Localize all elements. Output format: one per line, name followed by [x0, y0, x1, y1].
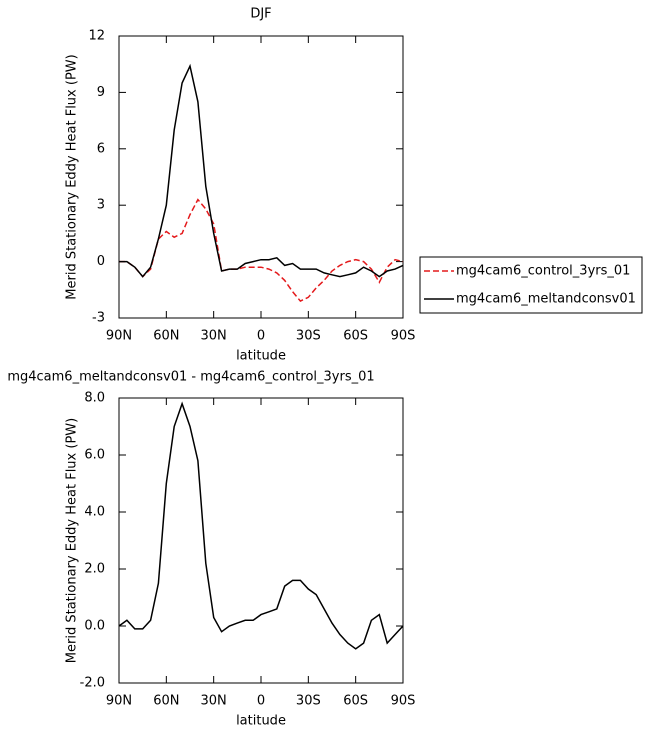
x-axis-label: latitude	[236, 349, 286, 364]
y-tick-label: 3	[97, 198, 105, 213]
x-tick-label: 30S	[296, 329, 321, 344]
x-tick-label: 90S	[391, 694, 416, 709]
x-tick-label: 90S	[391, 329, 416, 344]
legend-label: mg4cam6_meltandconsv01	[456, 292, 636, 307]
chart-title: DJF	[250, 7, 271, 22]
legend-label: mg4cam6_control_3yrs_01	[456, 264, 630, 279]
legend-box	[419, 256, 643, 314]
plot-frame	[118, 35, 404, 319]
data-line	[119, 63, 404, 278]
x-tick-label: 30N	[201, 329, 227, 344]
y-tick-label: 0.0	[84, 619, 105, 634]
x-tick-label: 30N	[201, 694, 227, 709]
x-axis-label: latitude	[236, 714, 286, 729]
x-tick-label: 30S	[296, 694, 321, 709]
y-tick-label: -2.0	[80, 676, 105, 691]
y-tick-label: 4.0	[84, 505, 105, 520]
data-line	[119, 198, 404, 303]
chart-title: mg4cam6_meltandconsv01 - mg4cam6_control…	[7, 370, 374, 385]
y-axis-label: Merid Stationary Eddy Heat Flux (PW)	[65, 54, 80, 299]
x-tick-label: 90N	[106, 694, 132, 709]
x-tick-label: 0	[257, 329, 265, 344]
x-tick-label: 90N	[106, 329, 132, 344]
x-tick-label: 60S	[343, 694, 368, 709]
y-tick-label: 9	[97, 85, 105, 100]
y-tick-label: 12	[88, 29, 105, 44]
y-axis-label: Merid Stationary Eddy Heat Flux (PW)	[65, 418, 80, 663]
y-tick-label: 0	[97, 254, 105, 269]
data-line	[118, 401, 404, 650]
x-tick-label: 0	[257, 694, 265, 709]
x-tick-label: 60N	[153, 694, 179, 709]
y-tick-label: 6	[97, 141, 105, 156]
x-tick-label: 60N	[153, 329, 179, 344]
y-tick-label: -3	[92, 311, 105, 326]
y-tick-label: 2.0	[84, 562, 105, 577]
x-tick-label: 60S	[343, 329, 368, 344]
y-tick-label: 6.0	[84, 448, 105, 463]
y-tick-label: 8.0	[84, 391, 105, 406]
